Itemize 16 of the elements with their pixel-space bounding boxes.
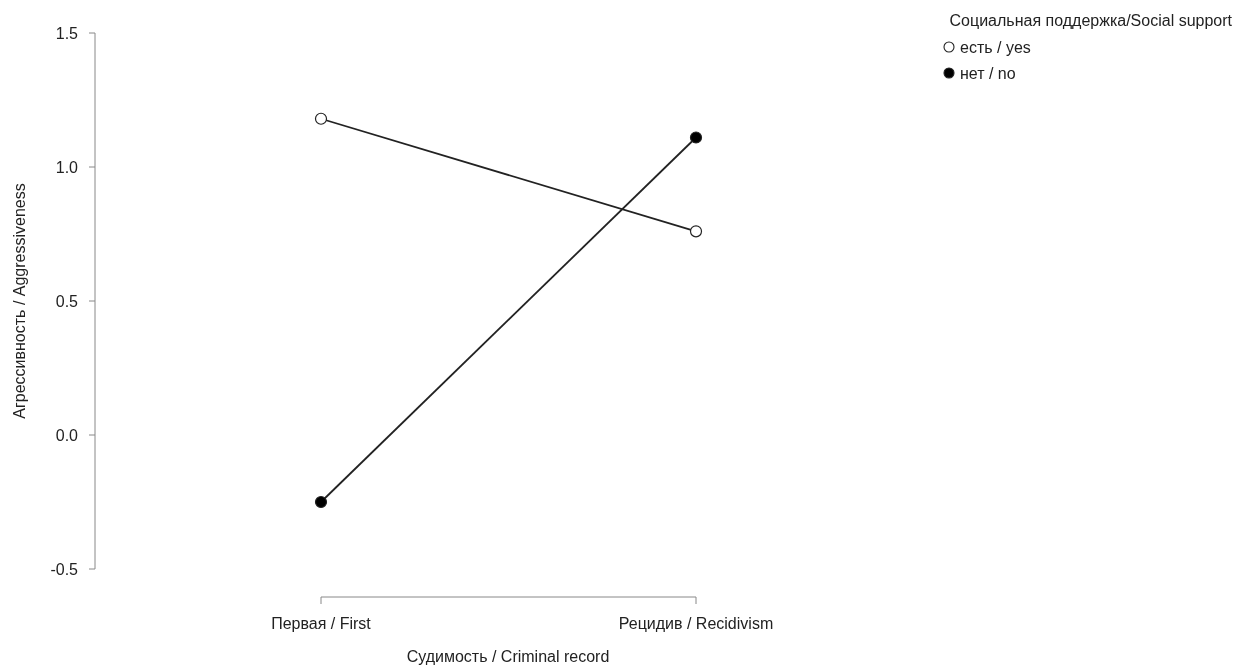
legend-label: нет / no — [960, 64, 1016, 82]
x-tick-label: Рецидив / Recidivism — [618, 615, 774, 632]
legend-title: Социальная поддержка/Social support — [949, 12, 1233, 29]
point — [314, 495, 328, 509]
y-tick-label: 1.5 — [55, 24, 79, 42]
x-tick-label: Первая / First — [271, 615, 372, 632]
point — [314, 112, 328, 125]
legend-label: есть / yes — [960, 38, 1031, 56]
point — [689, 131, 703, 144]
point — [689, 225, 703, 238]
y-tick-label: 1.0 — [55, 158, 79, 176]
y-tick-label: 0.5 — [55, 292, 79, 310]
y-axis-title: Агрессивность / Aggressiveness — [11, 183, 28, 419]
x-axis-title: Судимость / Criminal record — [406, 648, 610, 665]
y-tick-label: -0.5 — [50, 560, 79, 578]
y-tick-label: 0.0 — [55, 426, 79, 444]
